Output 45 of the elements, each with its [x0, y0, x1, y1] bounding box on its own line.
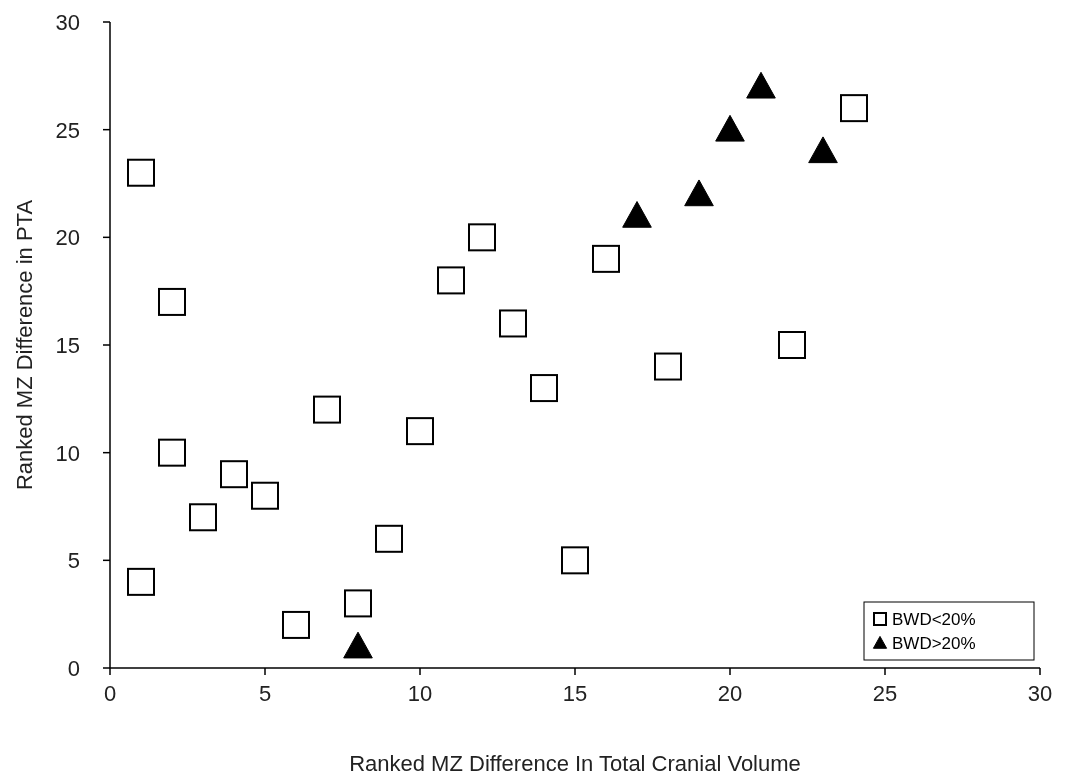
point [808, 136, 838, 164]
point [127, 567, 155, 596]
point [344, 589, 372, 618]
point [282, 610, 310, 639]
y-tick-label: 25 [55, 117, 80, 143]
point [715, 114, 745, 142]
legend-label: BWD>20% [892, 634, 976, 653]
y-tick-label: 20 [55, 225, 80, 251]
y-tick-label: 0 [67, 656, 80, 681]
point [778, 331, 806, 359]
x-tick-label: 5 [258, 681, 272, 706]
y-axis-title: Ranked MZ Difference in PTA [12, 199, 37, 491]
point [684, 179, 714, 207]
y-tick-label: 10 [55, 440, 80, 466]
point [592, 244, 620, 273]
x-axis-title: Ranked MZ Difference In Total Cranial Volume [349, 751, 801, 776]
x-tick-label: 20 [717, 681, 743, 706]
point [251, 481, 279, 510]
x-tick-label: 10 [407, 681, 433, 706]
point [189, 503, 217, 532]
point [220, 460, 248, 489]
point [654, 352, 682, 381]
point [530, 374, 558, 403]
point [406, 417, 434, 446]
x-tick-label: 0 [103, 681, 117, 706]
point [437, 266, 465, 295]
point [840, 94, 868, 123]
point [343, 631, 373, 659]
x-tick-label: 30 [1027, 681, 1053, 706]
point [622, 201, 652, 228]
point [127, 158, 155, 187]
legend-label: BWD<20% [892, 610, 976, 629]
point [158, 287, 186, 316]
point [158, 438, 186, 467]
y-tick-label: 5 [67, 548, 80, 574]
x-tick-label: 25 [872, 681, 898, 706]
point [468, 223, 496, 252]
point [561, 546, 589, 575]
x-tick-label: 15 [562, 681, 588, 706]
point [499, 309, 527, 338]
y-tick-label: 30 [55, 10, 80, 35]
point [313, 395, 341, 424]
point [375, 524, 403, 553]
y-tick-label: 15 [55, 333, 80, 358]
point [746, 71, 776, 99]
